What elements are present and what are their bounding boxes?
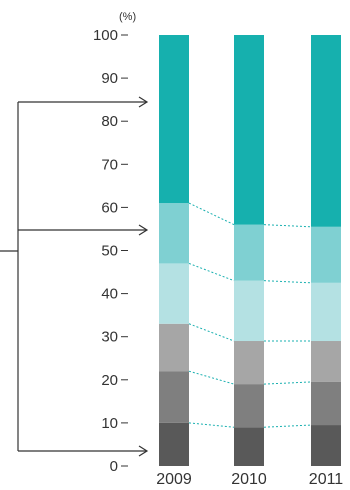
bar-segment [159, 35, 189, 204]
y-axis-ticks: 0 10 20 30 40 50 60 70 80 90 100 [93, 27, 128, 475]
x-axis-labels: 2009 2010 2011 [156, 471, 343, 488]
bar-segment [234, 280, 264, 342]
y-tick-label: 100 [93, 27, 118, 44]
bar-segment [159, 422, 189, 466]
bar-segment [311, 35, 341, 227]
connector-line [263, 280, 312, 284]
bar-segment [234, 224, 264, 281]
connector-line [188, 262, 235, 282]
y-tick-label: 40 [101, 286, 118, 303]
arrow-head-bottom [138, 445, 149, 457]
bar-segment [234, 35, 264, 225]
y-tick-label: 50 [101, 243, 118, 260]
bracket-arrows [0, 96, 149, 457]
connector-line [188, 202, 235, 226]
connector-line [263, 424, 312, 428]
y-unit-label: (%) [119, 11, 136, 23]
bar-segment [311, 226, 341, 283]
y-tick-label: 90 [101, 70, 118, 87]
bar-segment [159, 323, 189, 372]
bar-segment [234, 427, 264, 466]
bar-segment [234, 341, 264, 385]
y-tick-label: 80 [101, 113, 118, 130]
y-tick-label: 70 [101, 156, 118, 173]
bars [159, 35, 341, 466]
bar-segment [311, 425, 341, 466]
x-category-label: 2009 [156, 471, 192, 488]
bar-segment [159, 203, 189, 264]
connector-line [263, 381, 312, 385]
bar-segment [234, 384, 264, 428]
bar-segment [159, 263, 189, 324]
arrow-head-top [138, 96, 149, 108]
connector-lines [188, 202, 312, 428]
bar-segment [159, 371, 189, 423]
x-category-label: 2010 [231, 471, 267, 488]
connector-line [188, 323, 235, 342]
y-tick-label: 20 [101, 372, 118, 389]
connector-line [263, 224, 312, 228]
connector-line [188, 370, 235, 385]
y-tick-label: 10 [101, 415, 118, 432]
y-tick-label: 30 [101, 329, 118, 346]
y-tick-label: 60 [101, 199, 118, 216]
x-category-label: 2011 [309, 471, 344, 488]
arrow-head-middle [138, 224, 149, 236]
bar-segment [311, 381, 341, 426]
bar-segment [311, 282, 341, 342]
bar-segment [311, 341, 341, 382]
connector-line [188, 422, 235, 428]
y-tick-label: 0 [110, 458, 118, 475]
